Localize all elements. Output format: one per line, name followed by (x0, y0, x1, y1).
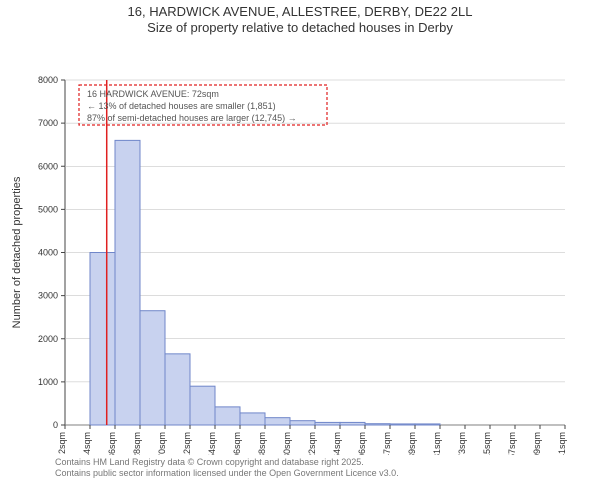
title-line2: Size of property relative to detached ho… (0, 20, 600, 36)
histogram-bar (415, 424, 440, 425)
histogram-bar (265, 418, 290, 425)
histogram-bar (190, 386, 215, 425)
svg-text:547sqm: 547sqm (382, 432, 392, 455)
y-axis-label: Number of detached properties (11, 176, 23, 328)
svg-text:841sqm: 841sqm (557, 432, 567, 455)
svg-text:128sqm: 128sqm (132, 432, 142, 455)
footnote-line1: Contains HM Land Registry data © Crown c… (55, 457, 600, 468)
svg-text:5000: 5000 (38, 205, 58, 215)
histogram-bar (165, 354, 190, 425)
svg-text:8000: 8000 (38, 75, 58, 85)
svg-text:422sqm: 422sqm (307, 432, 317, 455)
svg-text:6000: 6000 (38, 161, 58, 171)
histogram-bar (90, 253, 115, 426)
histogram-bar (365, 424, 390, 425)
histogram-bar (340, 423, 365, 426)
svg-text:380sqm: 380sqm (282, 432, 292, 455)
footnote: Contains HM Land Registry data © Crown c… (0, 455, 600, 479)
svg-text:0: 0 (53, 420, 58, 430)
callout-line3: 87% of semi-detached houses are larger (… (87, 113, 297, 123)
svg-text:254sqm: 254sqm (207, 432, 217, 455)
svg-text:212sqm: 212sqm (182, 432, 192, 455)
svg-text:757sqm: 757sqm (507, 432, 517, 455)
svg-text:464sqm: 464sqm (332, 432, 342, 455)
histogram-bar (315, 423, 340, 426)
svg-text:44sqm: 44sqm (82, 432, 92, 455)
svg-text:631sqm: 631sqm (432, 432, 442, 455)
histogram-bar (140, 311, 165, 425)
svg-text:296sqm: 296sqm (232, 432, 242, 455)
svg-text:2sqm: 2sqm (57, 432, 67, 454)
svg-text:4000: 4000 (38, 248, 58, 258)
title-line1: 16, HARDWICK AVENUE, ALLESTREE, DERBY, D… (0, 4, 600, 20)
histogram-chart: 0 1000 2000 3000 4000 5000 6000 7000 8000 2sqm 44s… (0, 35, 600, 455)
histogram-bar (290, 421, 315, 425)
histogram-bar (240, 413, 265, 425)
callout-line2: ← 13% of detached houses are smaller (1,… (87, 101, 276, 111)
svg-text:338sqm: 338sqm (257, 432, 267, 455)
svg-text:1000: 1000 (38, 377, 58, 387)
svg-text:673sqm: 673sqm (457, 432, 467, 455)
svg-text:715sqm: 715sqm (482, 432, 492, 455)
svg-text:506sqm: 506sqm (357, 432, 367, 455)
svg-text:170sqm: 170sqm (157, 432, 167, 455)
histogram-bar (390, 424, 415, 425)
svg-text:799sqm: 799sqm (532, 432, 542, 455)
histogram-bar (115, 141, 140, 426)
svg-text:2000: 2000 (38, 334, 58, 344)
svg-text:7000: 7000 (38, 118, 58, 128)
footnote-line2: Contains public sector information licen… (55, 468, 600, 479)
chart-title: 16, HARDWICK AVENUE, ALLESTREE, DERBY, D… (0, 0, 600, 35)
callout-line1: 16 HARDWICK AVENUE: 72sqm (87, 89, 219, 99)
svg-text:3000: 3000 (38, 291, 58, 301)
svg-text:589sqm: 589sqm (407, 432, 417, 455)
histogram-bar (215, 407, 240, 425)
svg-text:86sqm: 86sqm (107, 432, 117, 455)
